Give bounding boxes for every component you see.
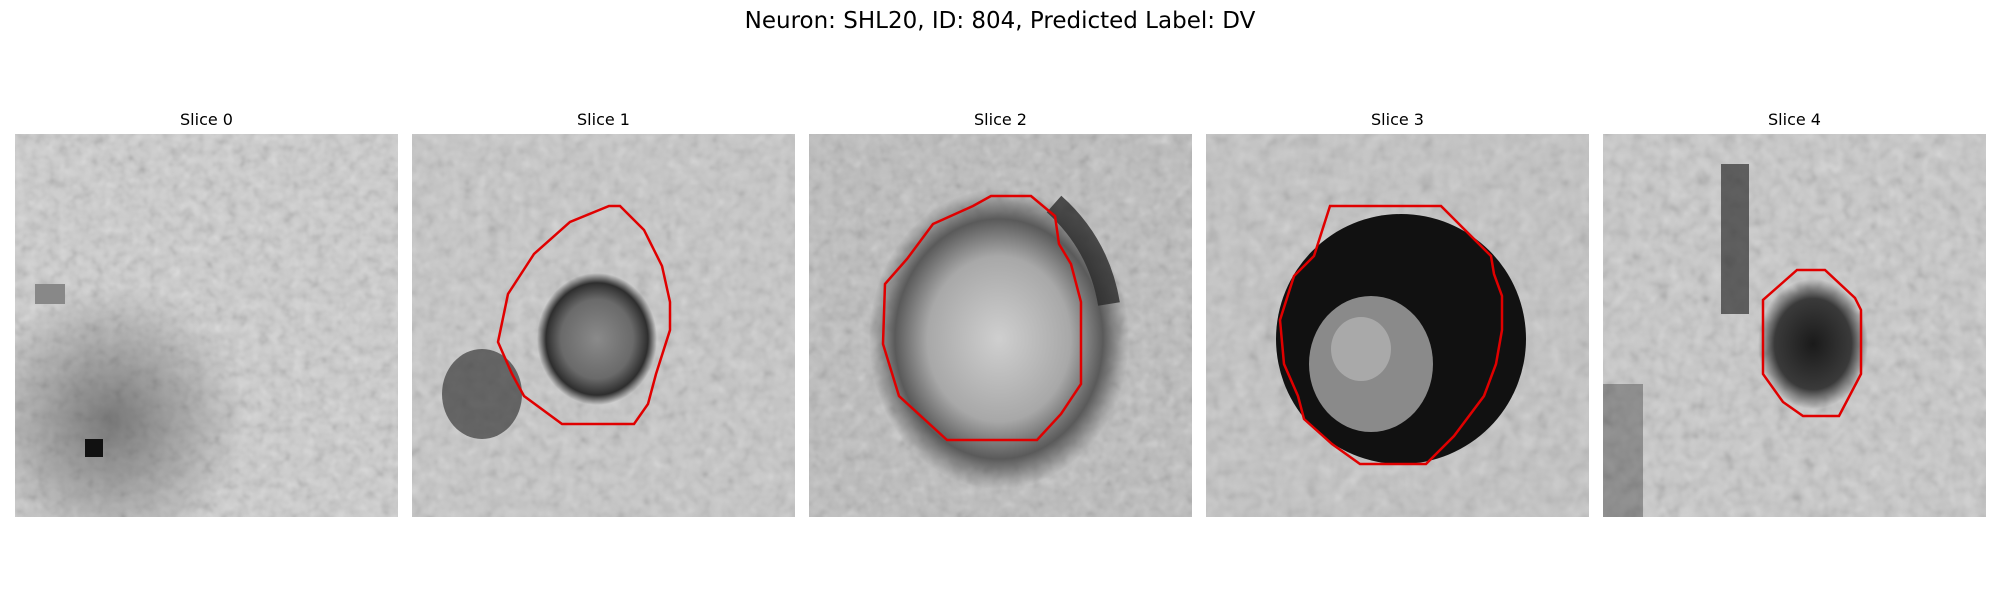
contour-3 (1278, 204, 1504, 466)
slice-image-2 (809, 134, 1192, 517)
slice-image-4 (1603, 134, 1986, 517)
slice-panel-0: Slice 0 (15, 108, 398, 517)
contour-4 (1761, 268, 1863, 418)
contour-1 (496, 204, 672, 426)
slice-title-3: Slice 3 (1371, 110, 1424, 129)
slice-panel-1: Slice 1 (412, 108, 795, 517)
slice-title-1: Slice 1 (577, 110, 630, 129)
slice-image-1 (412, 134, 795, 517)
slice-panel-4: Slice 4 (1603, 108, 1986, 517)
figure-title: Neuron: SHL20, ID: 804, Predicted Label:… (744, 8, 1256, 34)
slice-title-2: Slice 2 (974, 110, 1027, 129)
slice-image-3 (1206, 134, 1589, 517)
slice-title-0: Slice 0 (180, 110, 233, 129)
contour-2 (881, 194, 1083, 442)
slice-panel-2: Slice 2 (809, 108, 1192, 517)
slice-title-4: Slice 4 (1768, 110, 1821, 129)
slice-image-0 (15, 134, 398, 517)
slice-panel-3: Slice 3 (1206, 108, 1589, 517)
